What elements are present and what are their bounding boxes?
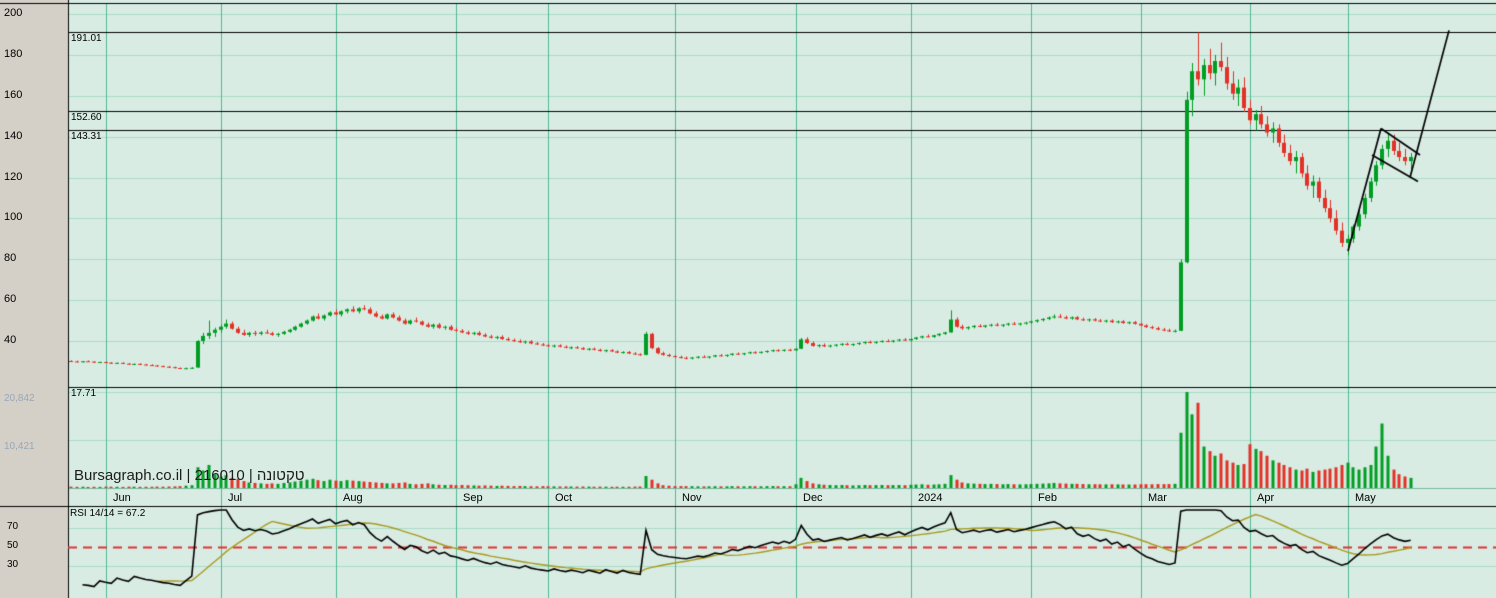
rsi-indicator-label: RSI 14/14 = 67.2 xyxy=(70,508,146,519)
watermark-text: Bursagraph.co.il | 216010 | טקטונה xyxy=(74,467,305,484)
